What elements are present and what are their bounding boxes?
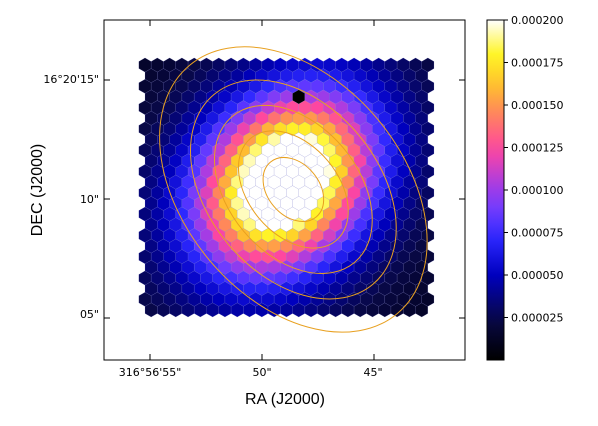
x-tick-label-0: 316°56'55": [119, 366, 182, 379]
hex-heatmap: [138, 57, 435, 318]
colorbar-tick-label: 0.000150: [511, 99, 564, 112]
plot-frame: [103, 19, 466, 361]
y-tick-label-0: 16°20'15": [43, 73, 99, 86]
colorbar-ticks: 0.000025 0.000050 0.000075 0.000100 0.000125…: [504, 14, 564, 325]
x-tick-label-1: 50": [252, 366, 271, 379]
colorbar-tick-label: 0.000125: [511, 142, 564, 155]
contour-ellipse-1: [237, 130, 349, 249]
colorbar: [486, 19, 505, 361]
hex-cell: [415, 302, 429, 318]
x-tick-label-2: 45": [363, 366, 382, 379]
contour-ellipse-2: [213, 104, 373, 275]
colorbar-tick-label: 0.000200: [511, 14, 564, 27]
contour-ellipse-3: [189, 79, 397, 300]
colorbar-tick-label: 0.000025: [511, 312, 564, 325]
contour-ellipse-0: [262, 157, 325, 222]
colorbar-tick-label: 0.000050: [511, 269, 564, 282]
x-axis-label: RA (J2000): [245, 391, 325, 408]
contour-ellipse-4: [159, 46, 428, 333]
y-axis-label: DEC (J2000): [29, 144, 46, 236]
y-tick-label-1: 10": [80, 193, 99, 206]
colorbar-tick-label: 0.000100: [511, 184, 564, 197]
colorbar-tick-label: 0.000175: [511, 57, 564, 70]
y-tick-label-2: 05": [80, 308, 99, 321]
axis-ticks: [104, 20, 465, 360]
colorbar-tick-label: 0.000075: [511, 227, 564, 240]
contour-lines: [159, 46, 428, 333]
